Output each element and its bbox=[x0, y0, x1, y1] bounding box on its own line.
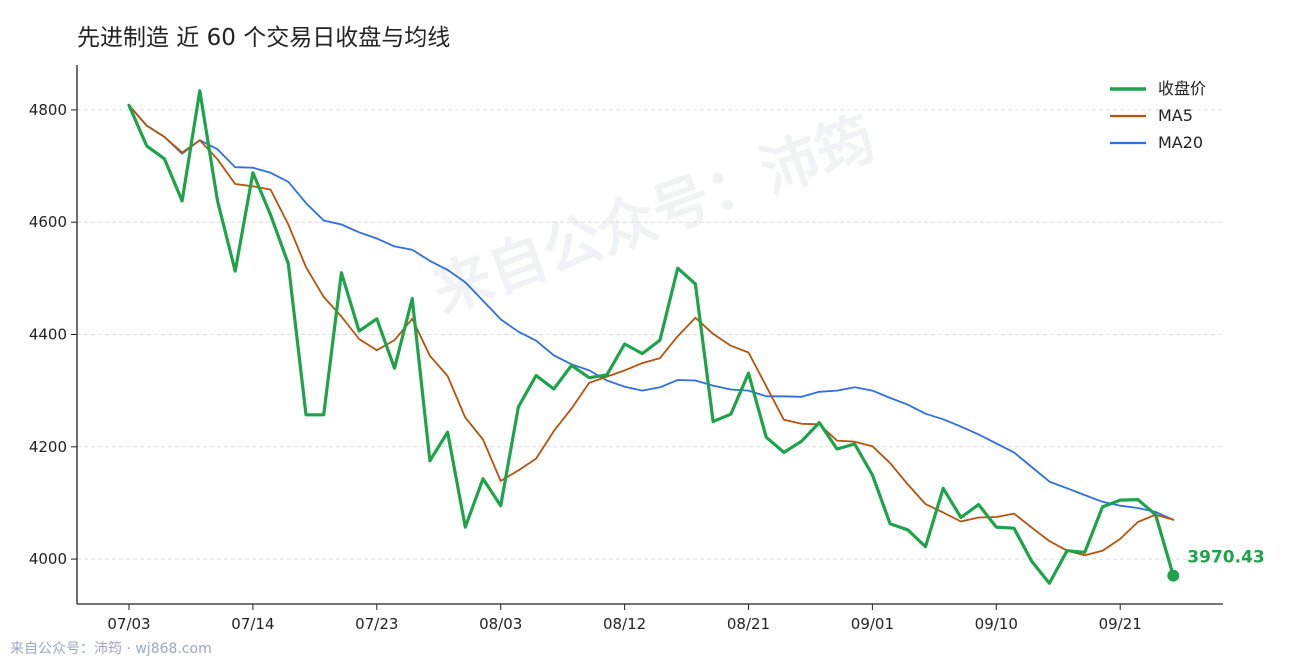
series-line-ma5 bbox=[128, 104, 1175, 557]
x-tick-label: 09/21 bbox=[1099, 615, 1142, 633]
series-line-close bbox=[127, 89, 1175, 585]
last-close-label: 3970.43 bbox=[1187, 548, 1264, 568]
x-tick-label: 07/23 bbox=[355, 615, 398, 633]
x-tick-label: 08/21 bbox=[727, 615, 770, 633]
x-tick-label: 09/10 bbox=[975, 615, 1018, 633]
x-tick-label: 07/03 bbox=[107, 615, 150, 633]
y-tick-label: 4800 bbox=[29, 101, 67, 119]
x-tick-label: 08/12 bbox=[603, 615, 646, 633]
series-line-ma20 bbox=[128, 104, 1175, 521]
x-tick-label: 07/14 bbox=[231, 615, 274, 633]
legend-label: 收盘价 bbox=[1158, 79, 1206, 98]
y-tick-label: 4600 bbox=[29, 213, 67, 231]
legend-label: MA5 bbox=[1158, 106, 1193, 125]
x-tick-label: 08/03 bbox=[479, 615, 522, 633]
footer-credit: 来自公众号：沛筠 · wj868.com bbox=[10, 641, 212, 657]
x-tick-label: 09/01 bbox=[851, 615, 894, 633]
legend-label: MA20 bbox=[1158, 133, 1203, 152]
chart-title: 先进制造 近 60 个交易日收盘与均线 bbox=[77, 25, 451, 51]
y-tick-label: 4200 bbox=[29, 438, 67, 456]
y-tick-label: 4000 bbox=[29, 550, 67, 568]
y-tick-label: 4400 bbox=[29, 326, 67, 344]
last-close-marker bbox=[1167, 569, 1180, 582]
